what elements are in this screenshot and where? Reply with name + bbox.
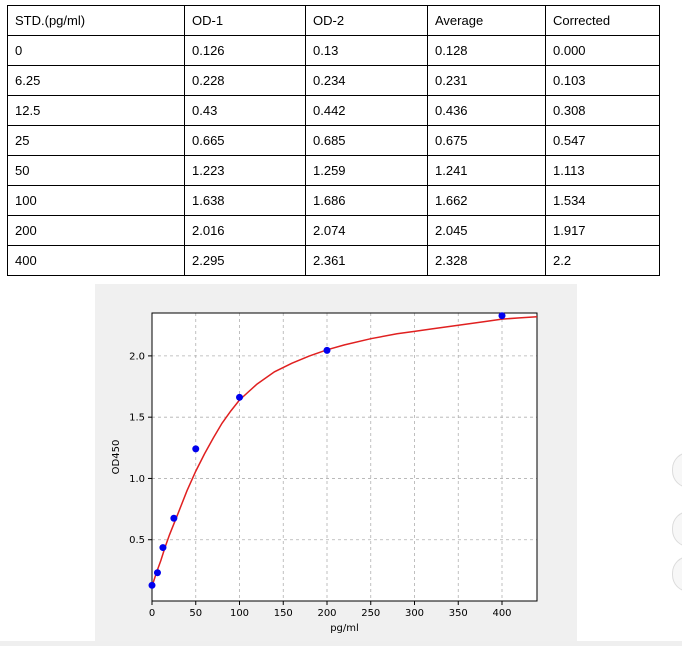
table-cell: 2.2	[545, 245, 660, 276]
table-cell: 0.685	[305, 125, 428, 156]
table-header-cell: Corrected	[545, 5, 660, 36]
x-tick-label: 150	[274, 608, 293, 619]
table-cell: 1.662	[427, 185, 546, 216]
x-tick-label: 100	[230, 608, 249, 619]
scroll-edge-button[interactable]	[672, 511, 682, 547]
data-point	[498, 312, 506, 320]
table-cell: 0.228	[184, 65, 306, 96]
scroll-edge-button[interactable]	[672, 452, 682, 488]
data-point	[323, 346, 331, 354]
table-cell: 0.13	[305, 35, 428, 66]
table-cell: 0.547	[545, 125, 660, 156]
table-cell: 1.113	[545, 155, 660, 186]
x-axis-title: pg/ml	[330, 623, 359, 634]
standard-curve-chart: 0 50 100 150 200 250 300 350 400 0.5 1.0 1.5 2.0 pg/m…	[95, 284, 577, 642]
table-cell: 0.231	[427, 65, 546, 96]
plot-area	[152, 313, 537, 601]
table-cell: 0	[7, 35, 185, 66]
data-point	[236, 393, 243, 401]
table-cell: 25	[7, 125, 185, 156]
bottom-strip	[0, 641, 682, 646]
y-tick-label: 1.0	[129, 474, 145, 485]
table-header-cell: STD.(pg/ml)	[7, 5, 185, 36]
table-cell: 0.43	[184, 95, 306, 126]
data-point	[148, 581, 156, 589]
table-header-cell: Average	[427, 5, 546, 36]
x-tick-label: 250	[361, 608, 380, 619]
x-tick-label: 0	[149, 608, 155, 619]
standard-curve-plot: 0 50 100 150 200 250 300 350 400 0.5 1.0 1.5 2.0 pg/m…	[111, 312, 538, 634]
table-cell: 0.436	[427, 95, 546, 126]
table-cell: 0.308	[545, 95, 660, 126]
fit-curve	[151, 315, 538, 587]
x-tick-label: 350	[449, 608, 468, 619]
table-row: 50 1.223 1.259 1.241 1.113	[7, 155, 660, 186]
table-row: 12.5 0.43 0.442 0.436 0.308	[7, 95, 660, 126]
x-tick-label: 300	[405, 608, 424, 619]
table-cell: 200	[7, 215, 185, 246]
table-cell: 0.103	[545, 65, 660, 96]
table-cell: 6.25	[7, 65, 185, 96]
x-tick-label: 50	[189, 608, 202, 619]
table-cell: 2.074	[305, 215, 428, 246]
y-axis-title: OD450	[111, 440, 122, 475]
table-cell: 1.259	[305, 155, 428, 186]
table-cell: 1.638	[184, 185, 306, 216]
table-cell: 2.361	[305, 245, 428, 276]
table-row: 6.25 0.228 0.234 0.231 0.103	[7, 65, 660, 96]
table-row: 200 2.016 2.074 2.045 1.917	[7, 215, 660, 246]
data-point	[192, 445, 200, 453]
data-point	[170, 514, 178, 522]
y-tick-label: 2.0	[129, 351, 145, 362]
x-tick-label: 400	[492, 608, 511, 619]
x-tick-label: 200	[317, 608, 336, 619]
table-row: 100 1.638 1.686 1.662 1.534	[7, 185, 660, 216]
data-point	[153, 569, 161, 577]
table-cell: 0.126	[184, 35, 306, 66]
table-row: 25 0.665 0.685 0.675 0.547	[7, 125, 660, 156]
table-cell: 1.917	[545, 215, 660, 246]
y-tick-label: 1.5	[129, 413, 145, 424]
table-cell: 0.675	[427, 125, 546, 156]
table-cell: 50	[7, 155, 185, 186]
table-cell: 12.5	[7, 95, 185, 126]
table-cell: 1.686	[305, 185, 428, 216]
table-cell: 0.000	[545, 35, 660, 66]
table-header-cell: OD-1	[184, 5, 306, 36]
table-cell: 2.016	[184, 215, 306, 246]
table-cell: 0.442	[305, 95, 428, 126]
table-cell: 2.045	[427, 215, 546, 246]
table-header-cell: OD-2	[305, 5, 428, 36]
table-cell: 0.665	[184, 125, 306, 156]
plot-frame	[151, 312, 538, 602]
standard-table: STD.(pg/ml) OD-1 OD-2 Average Corrected 0 0.12…	[7, 5, 660, 276]
y-tick-label: 0.5	[129, 535, 145, 546]
table-cell: 2.295	[184, 245, 306, 276]
table-cell: 2.328	[427, 245, 546, 276]
table-cell: 100	[7, 185, 185, 216]
table-cell: 400	[7, 245, 185, 276]
table-cell: 1.241	[427, 155, 546, 186]
table-cell: 1.223	[184, 155, 306, 186]
table-header-row: STD.(pg/ml) OD-1 OD-2 Average Corrected	[7, 5, 660, 36]
table-cell: 0.234	[305, 65, 428, 96]
table-row: 400 2.295 2.361 2.328 2.2	[7, 245, 660, 276]
table-row: 0 0.126 0.13 0.128 0.000	[7, 35, 660, 66]
table-cell: 0.128	[427, 35, 546, 66]
data-point	[159, 544, 167, 552]
table-cell: 1.534	[545, 185, 660, 216]
scroll-edge-button[interactable]	[672, 556, 682, 592]
